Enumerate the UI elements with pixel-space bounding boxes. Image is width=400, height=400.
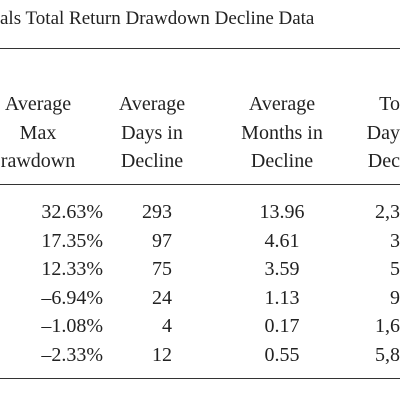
table-cell: 13.96 [259, 201, 305, 223]
table-cell: –1.08% [41, 315, 103, 338]
column-header: Day [366, 121, 400, 144]
column-header: Average [248, 93, 316, 115]
table-cell: 1,6 [375, 315, 400, 338]
table-cell: –2.33% [41, 344, 103, 366]
table-cell: 97 [152, 229, 172, 252]
column-header: To [379, 93, 400, 115]
table-cell: 0.55 [264, 344, 300, 366]
column-header: Decline [120, 150, 184, 172]
table-cell: 17.35% [41, 229, 103, 252]
table-cell: 24 [152, 286, 172, 309]
table-cell: 4 [162, 315, 172, 338]
header-rule [0, 184, 400, 185]
table-cell: 2,3 [375, 201, 400, 223]
table-cell: 4.61 [264, 229, 300, 252]
table-cell: –6.94% [41, 286, 103, 309]
column-header: Decline [250, 150, 314, 172]
column-header: Dec [367, 150, 400, 172]
column-header: Average [4, 93, 72, 115]
column-header: Average [118, 93, 186, 115]
table-cell: 5 [390, 258, 400, 281]
table-cell: 12 [152, 344, 172, 366]
table-title: als Total Return Drawdown Decline Data [0, 8, 315, 29]
table-cell: 32.63% [41, 201, 103, 223]
table-cell: 3.59 [264, 258, 300, 281]
column-header: Days in [121, 121, 183, 144]
table-cell: 3 [390, 229, 400, 252]
column-header: Months in [241, 121, 323, 144]
column-header: rawdown [0, 150, 76, 172]
table-cell: 0.17 [264, 315, 300, 338]
column-header: Max [19, 121, 57, 144]
table-cell: 1.13 [264, 286, 300, 309]
table-cell: 75 [152, 258, 172, 281]
table-cell: 5,8 [375, 344, 400, 366]
table-cell: 293 [142, 201, 172, 223]
table-cell: 12.33% [41, 258, 103, 281]
top-rule [0, 48, 400, 49]
table-cell: 9 [390, 286, 400, 309]
bottom-rule [0, 378, 400, 379]
